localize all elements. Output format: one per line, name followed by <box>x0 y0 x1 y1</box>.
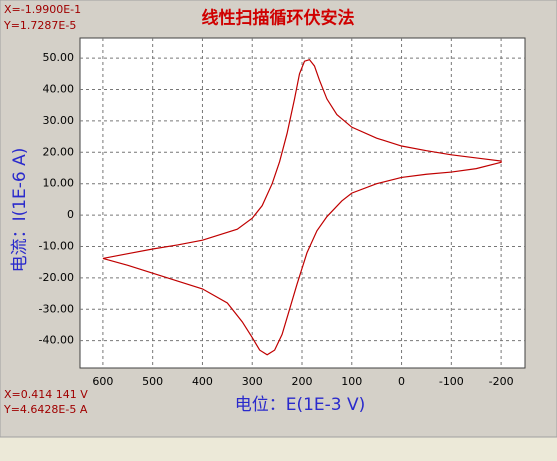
x-tick-label: 200 <box>292 375 313 388</box>
y-tick-label: 20.00 <box>43 145 75 158</box>
x-tick-label: 400 <box>192 375 213 388</box>
y-tick-label: -40.00 <box>39 334 74 347</box>
y-tick-label: -10.00 <box>39 239 74 252</box>
cursor-y: Y=4.6428E-5 A <box>3 403 88 416</box>
x-tick-label: 500 <box>142 375 163 388</box>
y-tick-label: -20.00 <box>39 271 74 284</box>
x-tick-label: 0 <box>398 375 405 388</box>
chart-title: 线性扫描循环伏安法 <box>202 8 355 29</box>
y-tick-label: 50.00 <box>43 51 75 64</box>
y-axis-label: 电流：I(1E-6 A) <box>10 148 30 273</box>
x-tick-label: -200 <box>489 375 514 388</box>
y-tick-label: 0 <box>67 208 74 221</box>
y-tick-label: 40.00 <box>43 82 75 95</box>
y-tick-label: 10.00 <box>43 177 75 190</box>
cursor-x: X=0.414 141 V <box>4 388 88 401</box>
x-axis-label: 电位：E(1E-3 V) <box>235 395 366 415</box>
cursor-y: Y=1.7287E-5 <box>3 19 76 32</box>
cursor-x: X=-1.9900E-1 <box>4 3 81 16</box>
data-line <box>102 58 502 356</box>
x-tick-label: -100 <box>439 375 464 388</box>
x-tick-label: 100 <box>341 375 362 388</box>
y-tick-label: 30.00 <box>43 114 75 127</box>
x-tick-label: 300 <box>242 375 263 388</box>
x-tick-label: 600 <box>92 375 113 388</box>
y-tick-label: -30.00 <box>39 302 74 315</box>
